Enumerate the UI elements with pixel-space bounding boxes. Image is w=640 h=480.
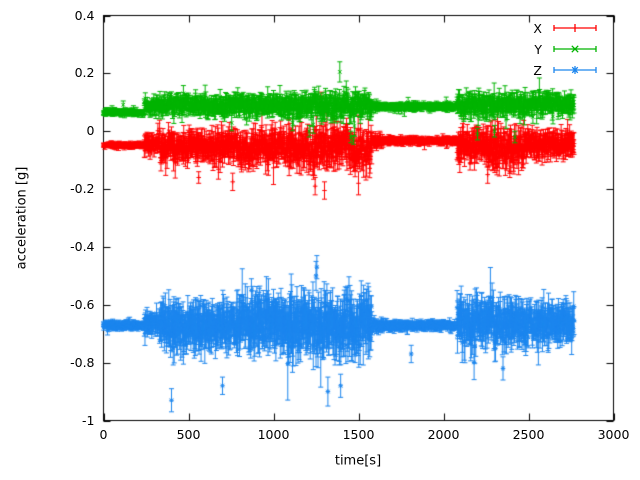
- legend-sample-x-errorbar-icon: [553, 24, 597, 32]
- y-axis-title: acceleration [g]: [14, 166, 30, 270]
- legend-label-z: Z: [533, 62, 542, 78]
- legend-entry-z: Z: [533, 62, 598, 78]
- legend-entry-y: Y: [533, 41, 598, 57]
- legend-label-y: Y: [534, 41, 542, 57]
- legend-entry-x: X: [533, 20, 598, 36]
- legend: X Y Z: [533, 20, 598, 78]
- legend-label-x: X: [533, 20, 542, 36]
- legend-sample-z-errorbar-icon: [553, 66, 597, 74]
- x-axis-title: time[s]: [334, 453, 382, 469]
- legend-sample-y-errorbar-icon: [553, 45, 597, 53]
